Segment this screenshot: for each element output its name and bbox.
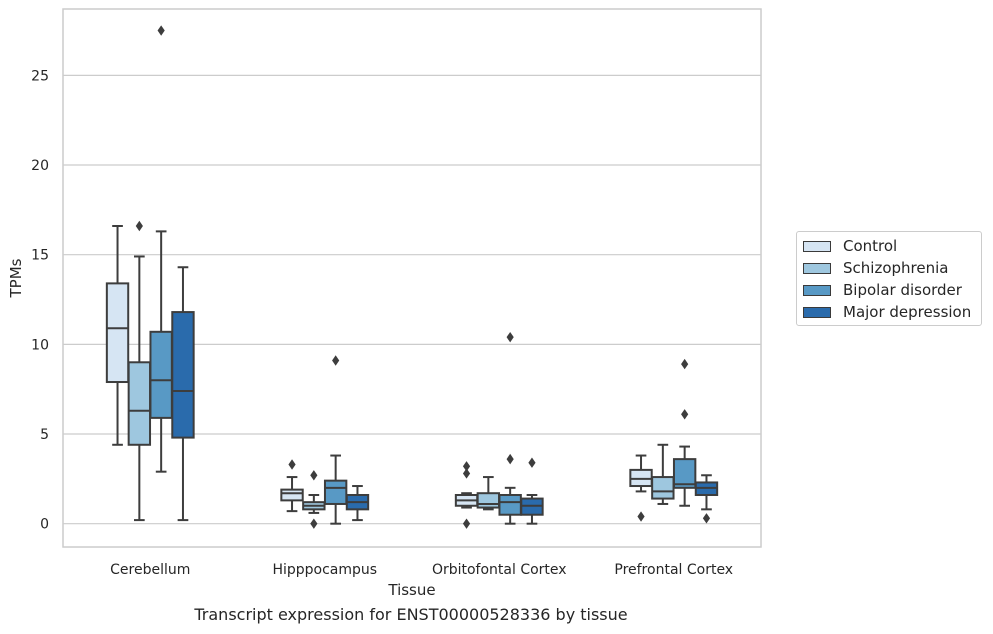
box-group [302, 470, 326, 529]
box [105, 282, 130, 384]
outlier-point [506, 453, 514, 465]
x-axis-label: Tissue [387, 581, 435, 599]
box-group [694, 474, 719, 524]
box [127, 361, 152, 446]
box [280, 488, 304, 502]
legend-item-major-depression: Major depression [803, 302, 971, 322]
box-group [520, 457, 544, 525]
outlier-point [157, 25, 165, 36]
outlier-point [637, 511, 645, 522]
box-group [149, 25, 173, 473]
outlier-point [332, 355, 340, 366]
x-tick-label: Prefrontal Cortex [614, 562, 733, 578]
box-group [672, 358, 697, 507]
legend-label: Schizophrenia [843, 259, 949, 277]
plot-frame [62, 8, 762, 548]
box-group [476, 476, 501, 511]
legend-item-bipolar-disorder: Bipolar disorder [803, 280, 962, 300]
legend-swatch [803, 240, 831, 252]
outlier-point [528, 457, 536, 468]
y-tick-label: 0 [40, 517, 49, 533]
box-group [345, 485, 370, 522]
chart-caption: Transcript expression for ENST0000052833… [194, 605, 628, 624]
outlier-point [462, 461, 471, 472]
gridlines [63, 74, 761, 525]
y-tick-label: 5 [40, 427, 49, 443]
legend-label: Major depression [843, 303, 972, 321]
y-tick-label: 25 [31, 68, 49, 84]
x-tick-labels: Cerebellum Hipppocampus Orbitofontal Corte… [110, 562, 733, 578]
box-group [651, 443, 675, 505]
box [672, 458, 697, 489]
box [476, 492, 501, 509]
box-group [127, 220, 152, 522]
y-tick-label: 15 [31, 248, 49, 264]
y-tick-label: 10 [31, 337, 49, 353]
legend-swatch [803, 284, 831, 296]
outlier-point [506, 331, 514, 343]
outlier-point [310, 518, 318, 529]
box-group [498, 331, 522, 525]
outlier-point [462, 468, 471, 479]
legend-label: Control [843, 237, 898, 255]
legend-item-control: Control [803, 236, 897, 256]
x-tick-label: Orbitofontal Cortex [432, 562, 567, 578]
legend-swatch [803, 262, 831, 274]
box-series [105, 25, 719, 529]
y-tick-labels: 0 5 10 15 20 25 [31, 68, 49, 532]
legend-item-schizophrenia: Schizophrenia [803, 258, 948, 278]
box-group [323, 355, 348, 525]
box [149, 330, 173, 419]
box-group [280, 459, 304, 513]
box [171, 311, 195, 439]
box [651, 476, 675, 500]
outlier-point [462, 518, 471, 529]
box [323, 479, 348, 505]
box-group [454, 461, 479, 529]
outlier-point [288, 459, 296, 470]
x-tick-label: Cerebellum [110, 562, 190, 578]
box-group [629, 454, 653, 522]
outlier-point [135, 220, 143, 232]
legend-label: Bipolar disorder [843, 281, 962, 299]
legend-swatch [803, 306, 831, 318]
legend: Control Schizophrenia Bipolar disorder M… [796, 231, 982, 326]
outlier-point [702, 513, 711, 524]
box [498, 493, 522, 516]
outlier-point [310, 470, 318, 481]
y-tick-label: 20 [31, 158, 49, 174]
box-group [105, 224, 130, 446]
box-group [171, 266, 195, 522]
x-tick-label: Hipppocampus [272, 562, 377, 578]
outlier-point [681, 409, 689, 420]
y-axis-label: TPMs [7, 258, 25, 298]
outlier-point [681, 358, 689, 370]
